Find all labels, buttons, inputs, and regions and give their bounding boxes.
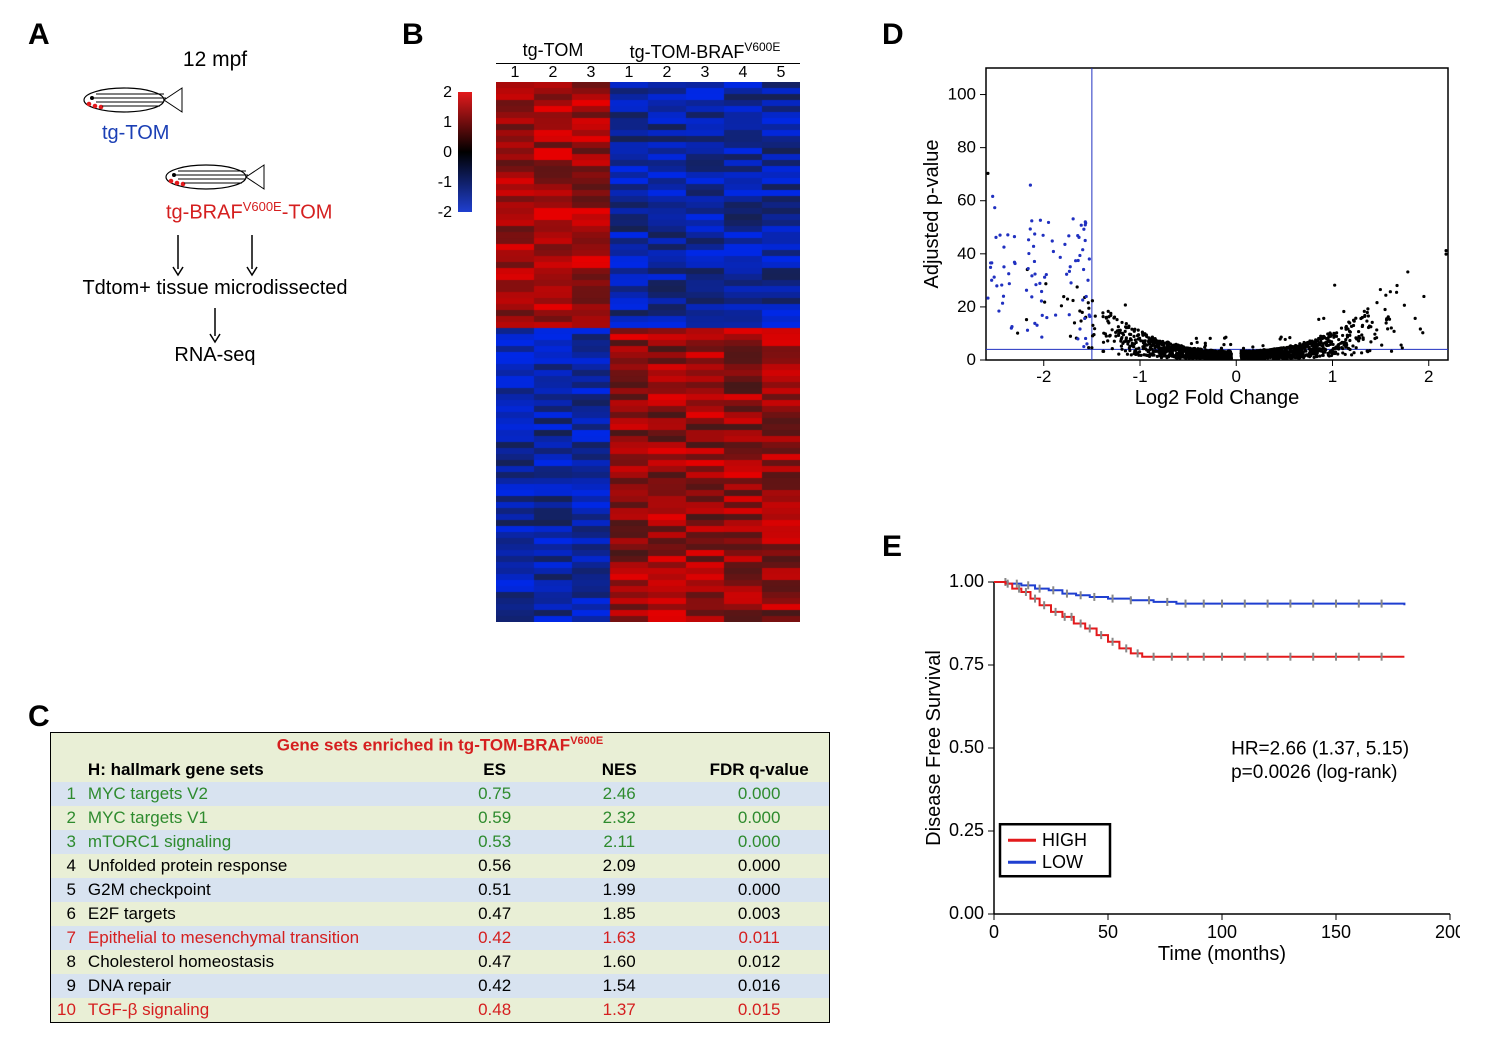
svg-text:20: 20 (957, 297, 976, 316)
panel-b: tg-TOMtg-TOM-BRAFV600E 12312345 210-1-2 (418, 40, 818, 622)
svg-text:2: 2 (443, 84, 452, 101)
heatmap (496, 82, 800, 622)
svg-text:Time (months): Time (months) (1158, 943, 1286, 965)
svg-text:40: 40 (957, 244, 976, 263)
svg-text:0: 0 (967, 350, 976, 369)
svg-text:100: 100 (948, 85, 976, 104)
arrow-down-icon (208, 306, 222, 344)
svg-text:-1: -1 (1132, 367, 1147, 386)
svg-text:Log2 Fold Change: Log2 Fold Change (1135, 387, 1300, 409)
svg-text:0: 0 (989, 922, 999, 942)
panel-a-title: 12 mpf (60, 48, 370, 72)
svg-text:50: 50 (1098, 922, 1118, 942)
svg-text:0.00: 0.00 (949, 903, 984, 923)
svg-text:HIGH: HIGH (1042, 830, 1087, 850)
panel-a: 12 mpf tg-TOM tg-BRA (60, 48, 370, 367)
svg-text:150: 150 (1321, 922, 1351, 942)
panel-a-step1: Tdtom+ tissue microdissected (60, 277, 370, 300)
zebrafish-icon (160, 155, 270, 197)
svg-text:1.00: 1.00 (949, 571, 984, 591)
zebrafish-icon (78, 78, 188, 120)
arrow-down-icon (245, 233, 259, 277)
svg-text:0.50: 0.50 (949, 737, 984, 757)
colorbar: 2 1 0 -1 -2 (418, 82, 496, 622)
svg-text:1: 1 (1328, 367, 1337, 386)
svg-text:60: 60 (957, 191, 976, 210)
svg-text:-1: -1 (438, 174, 452, 191)
svg-text:0: 0 (1232, 367, 1241, 386)
svg-text:Disease Free Survival: Disease Free Survival (923, 650, 945, 846)
panel-d-volcano: -2-1012020406080100Log2 Fold ChangeAdjus… (920, 56, 1460, 416)
panel-e-label: E (882, 530, 902, 564)
svg-text:0.25: 0.25 (949, 820, 984, 840)
svg-text:100: 100 (1207, 922, 1237, 942)
svg-text:0: 0 (443, 144, 452, 161)
svg-text:200: 200 (1435, 922, 1460, 942)
arrow-down-icon (171, 233, 185, 277)
svg-text:-2: -2 (1036, 367, 1051, 386)
svg-text:HR=2.66 (1.37, 5.15): HR=2.66 (1.37, 5.15) (1231, 739, 1409, 760)
svg-text:80: 80 (957, 138, 976, 157)
svg-text:LOW: LOW (1042, 852, 1083, 872)
fish1-label: tg-TOM (60, 122, 370, 145)
fish2-label: tg-BRAFV600E-TOM (60, 199, 370, 225)
panel-c-label: C (28, 700, 50, 734)
panel-d-label: D (882, 18, 904, 52)
svg-text:1: 1 (443, 114, 452, 131)
panel-a-step2: RNA-seq (60, 344, 370, 367)
svg-text:p=0.0026 (log-rank): p=0.0026 (log-rank) (1231, 762, 1397, 783)
panel-c-table: Gene sets enriched in tg-TOM-BRAFV600EH:… (50, 732, 830, 1023)
panel-a-label: A (28, 18, 50, 52)
svg-text:Adjusted p-value: Adjusted p-value (921, 140, 943, 289)
svg-text:0.75: 0.75 (949, 654, 984, 674)
svg-text:2: 2 (1424, 367, 1433, 386)
panel-e-survival: 0 50 100 150 200 0.00 0.25 0.50 0.75 1.00 Time (mo… (920, 570, 1460, 970)
svg-text:-2: -2 (438, 204, 452, 221)
